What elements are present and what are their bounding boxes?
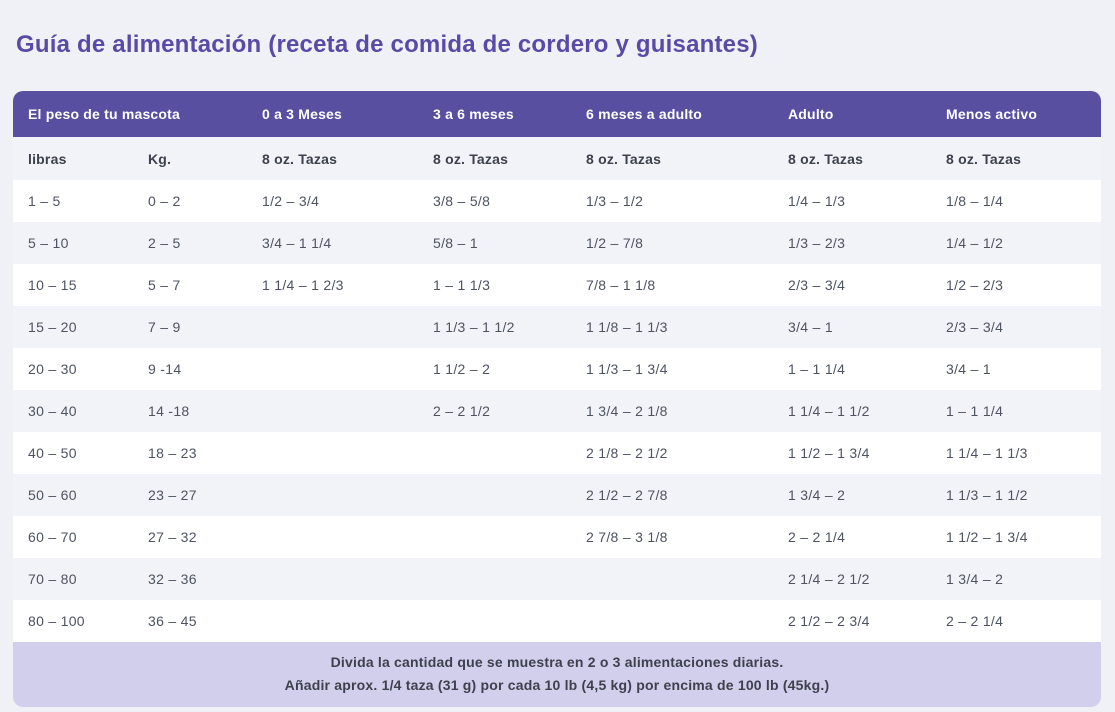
- table-cell: 1/4 – 1/2: [946, 235, 1004, 251]
- table-row: 60 – 70 27 – 32 2 7/8 – 3 1/8 2 – 2 1/4 1 1/…: [13, 516, 1101, 558]
- table-cell: 20 – 30: [28, 361, 77, 377]
- table-cell: 1 1/4 – 1 1/2: [788, 403, 870, 419]
- table-cell: 2 – 2 1/2: [433, 403, 491, 419]
- table-cell: 1 1/3 – 1 1/2: [946, 487, 1028, 503]
- table-cell: 36 – 45: [148, 613, 197, 629]
- table-cell: 23 – 27: [148, 487, 197, 503]
- table-cell: 1 1/3 – 1 3/4: [586, 361, 668, 377]
- table-cell: 14 -18: [148, 403, 190, 419]
- table-cell: 1/4 – 1/3: [788, 193, 846, 209]
- table-row: 40 – 50 18 – 23 2 1/8 – 2 1/2 1 1/2 – 1 3/4…: [13, 432, 1101, 474]
- table-cell: 1/2 – 2/3: [946, 277, 1004, 293]
- table-cell: 18 – 23: [148, 445, 197, 461]
- table-row: 50 – 60 23 – 27 2 1/2 – 2 7/8 1 3/4 – 2 1 1/…: [13, 474, 1101, 516]
- table-row: 1 – 5 0 – 2 1/2 – 3/4 3/8 – 5/8 1/3 – 1/2 1/4…: [13, 180, 1101, 222]
- table-cell: 5 – 10: [28, 235, 69, 251]
- subheader-cell: 8 oz. Tazas: [433, 150, 509, 167]
- table-cell: 2 1/4 – 2 1/2: [788, 571, 870, 587]
- table-row: 15 – 20 7 – 9 1 1/3 – 1 1/2 1 1/8 – 1 1/3 3/…: [13, 306, 1101, 348]
- table-cell: 60 – 70: [28, 529, 77, 545]
- table-cell: 10 – 15: [28, 277, 77, 293]
- table-cell: 1 1/8 – 1 1/3: [586, 319, 668, 335]
- table-cell: 1 – 1 1/3: [433, 277, 491, 293]
- table-cell: 1 3/4 – 2: [946, 571, 1004, 587]
- table-cell: 50 – 60: [28, 487, 77, 503]
- table-cell: 30 – 40: [28, 403, 77, 419]
- table-cell: 1/3 – 1/2: [586, 193, 644, 209]
- table-cell: 2/3 – 3/4: [788, 277, 846, 293]
- table-row: 80 – 100 36 – 45 2 1/2 – 2 3/4 2 – 2 1/4: [13, 600, 1101, 642]
- table-cell: 1/2 – 7/8: [586, 235, 644, 251]
- table-cell: 1 – 1 1/4: [946, 403, 1004, 419]
- table-cell: 1 1/3 – 1 1/2: [433, 319, 515, 335]
- table-cell: 9 -14: [148, 361, 182, 377]
- table-row: 30 – 40 14 -18 2 – 2 1/2 1 3/4 – 2 1/8 1 1/4…: [13, 390, 1101, 432]
- table-cell: 27 – 32: [148, 529, 197, 545]
- table-header-row: El peso de tu mascota 0 a 3 Meses 3 a 6 me…: [13, 91, 1101, 137]
- table-row: 70 – 80 32 – 36 2 1/4 – 2 1/2 1 3/4 – 2: [13, 558, 1101, 600]
- table-cell: 2 7/8 – 3 1/8: [586, 529, 668, 545]
- table-cell: 2/3 – 3/4: [946, 319, 1004, 335]
- table-cell: 3/4 – 1: [788, 319, 833, 335]
- feeding-table: El peso de tu mascota 0 a 3 Meses 3 a 6 me…: [13, 91, 1101, 707]
- footer-note-line-2: Añadir aprox. 1/4 taza (31 g) por cada 1…: [284, 677, 830, 693]
- footer-note-line-1: Divida la cantidad que se muestra en 2 o…: [330, 654, 784, 670]
- table-row: 20 – 30 9 -14 1 1/2 – 2 1 1/3 – 1 3/4 1 – 1 …: [13, 348, 1101, 390]
- table-row: 10 – 15 5 – 7 1 1/4 – 1 2/3 1 – 1 1/3 7/8 – …: [13, 264, 1101, 306]
- table-cell: 5 – 7: [148, 277, 181, 293]
- table-cell: 2 – 2 1/4: [946, 613, 1004, 629]
- subheader-cell: 8 oz. Tazas: [262, 150, 338, 167]
- table-cell: 32 – 36: [148, 571, 197, 587]
- subheader-cell: 8 oz. Tazas: [788, 150, 864, 167]
- subheader-cell: 8 oz. Tazas: [946, 150, 1022, 167]
- table-cell: 70 – 80: [28, 571, 77, 587]
- table-footer-note: Divida la cantidad que se muestra en 2 o…: [13, 642, 1101, 707]
- table-cell: 1 1/2 – 1 3/4: [946, 529, 1028, 545]
- table-cell: 7 – 9: [148, 319, 181, 335]
- table-body: 1 – 5 0 – 2 1/2 – 3/4 3/8 – 5/8 1/3 – 1/2 1/4…: [13, 180, 1101, 642]
- table-cell: 1 1/2 – 2: [433, 361, 491, 377]
- header-cell: El peso de tu mascota: [28, 106, 181, 122]
- table-cell: 1 – 5: [28, 193, 61, 209]
- header-cell: 0 a 3 Meses: [262, 106, 343, 122]
- subheader-cell: libras: [28, 150, 67, 167]
- subheader-cell: Kg.: [148, 150, 172, 167]
- table-cell: 1 1/2 – 1 3/4: [788, 445, 870, 461]
- table-cell: 2 1/2 – 2 7/8: [586, 487, 668, 503]
- table-cell: 2 1/8 – 2 1/2: [586, 445, 668, 461]
- table-cell: 3/8 – 5/8: [433, 193, 491, 209]
- header-cell: Adulto: [788, 106, 834, 122]
- table-cell: 5/8 – 1: [433, 235, 478, 251]
- table-cell: 2 – 5: [148, 235, 181, 251]
- table-cell: 3/4 – 1 1/4: [262, 235, 332, 251]
- table-cell: 1 1/4 – 1 1/3: [946, 445, 1028, 461]
- table-cell: 2 – 2 1/4: [788, 529, 846, 545]
- table-row: 5 – 10 2 – 5 3/4 – 1 1/4 5/8 – 1 1/2 – 7/8 1/…: [13, 222, 1101, 264]
- table-cell: 7/8 – 1 1/8: [586, 277, 656, 293]
- table-subheader-row: libras Kg. 8 oz. Tazas 8 oz. Tazas 8 oz. Taz…: [13, 137, 1101, 180]
- table-cell: 15 – 20: [28, 319, 77, 335]
- table-cell: 1 – 1 1/4: [788, 361, 846, 377]
- table-cell: 1 3/4 – 2: [788, 487, 846, 503]
- table-cell: 1/2 – 3/4: [262, 193, 320, 209]
- table-cell: 80 – 100: [28, 613, 85, 629]
- table-cell: 1 3/4 – 2 1/8: [586, 403, 668, 419]
- table-cell: 1/8 – 1/4: [946, 193, 1004, 209]
- table-cell: 0 – 2: [148, 193, 181, 209]
- page-title: Guía de alimentación (receta de comida d…: [16, 31, 758, 58]
- subheader-cell: 8 oz. Tazas: [586, 150, 662, 167]
- table-cell: 1/3 – 2/3: [788, 235, 846, 251]
- table-cell: 3/4 – 1: [946, 361, 991, 377]
- header-cell: 3 a 6 meses: [433, 106, 514, 122]
- header-cell: 6 meses a adulto: [586, 106, 703, 122]
- header-cell: Menos activo: [946, 106, 1038, 122]
- table-cell: 1 1/4 – 1 2/3: [262, 277, 344, 293]
- table-cell: 2 1/2 – 2 3/4: [788, 613, 870, 629]
- table-cell: 40 – 50: [28, 445, 77, 461]
